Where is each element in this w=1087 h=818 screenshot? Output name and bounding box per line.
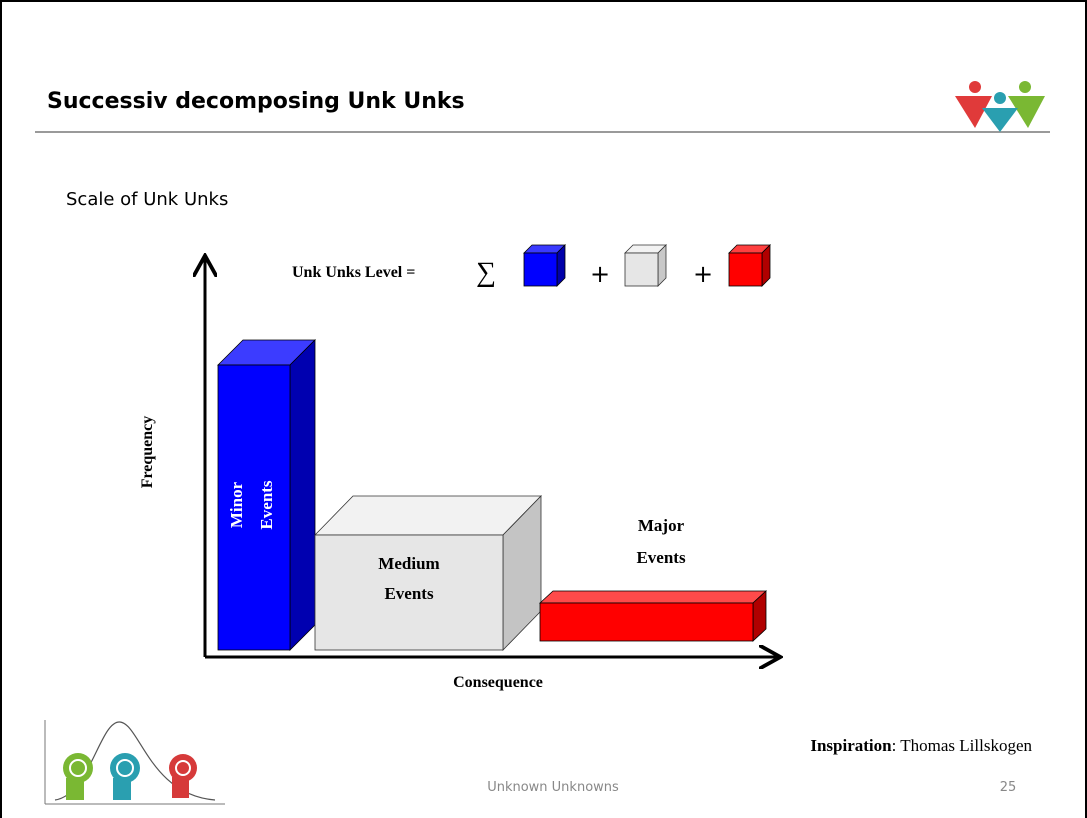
formula-sum: ∑ [476,257,496,288]
x-axis-label: Consequence [453,674,543,691]
block-medium [314,495,542,651]
block-label: Events [384,584,434,603]
slide-title: Successiv decomposing Unk Unks [47,89,465,114]
block-label: Events [636,548,686,567]
block-label: Minor [227,481,246,528]
cube-blue [523,244,566,287]
y-axis-label: Frequency [139,416,156,489]
block-label: Medium [378,554,439,573]
credit-label: Inspiration [810,736,892,755]
cube-white [624,244,667,287]
subtitle: Scale of Unk Unks [66,189,228,210]
footer-logo [44,720,225,805]
footer-text: Unknown Unknowns [487,780,619,795]
block-label: Major [638,516,685,535]
block-label: Events [257,480,276,530]
logo [955,81,1045,132]
cube-red [728,244,771,287]
block-minor [217,339,316,651]
formula-plus: + [693,260,713,288]
page-number: 25 [1000,780,1017,795]
credit: Inspiration: Thomas Lillskogen [810,736,1032,755]
formula-label: Unk Unks Level = [292,264,415,281]
block-major [538,590,768,642]
formula-plus: + [590,260,610,288]
credit-text: : Thomas Lillskogen [892,736,1033,755]
